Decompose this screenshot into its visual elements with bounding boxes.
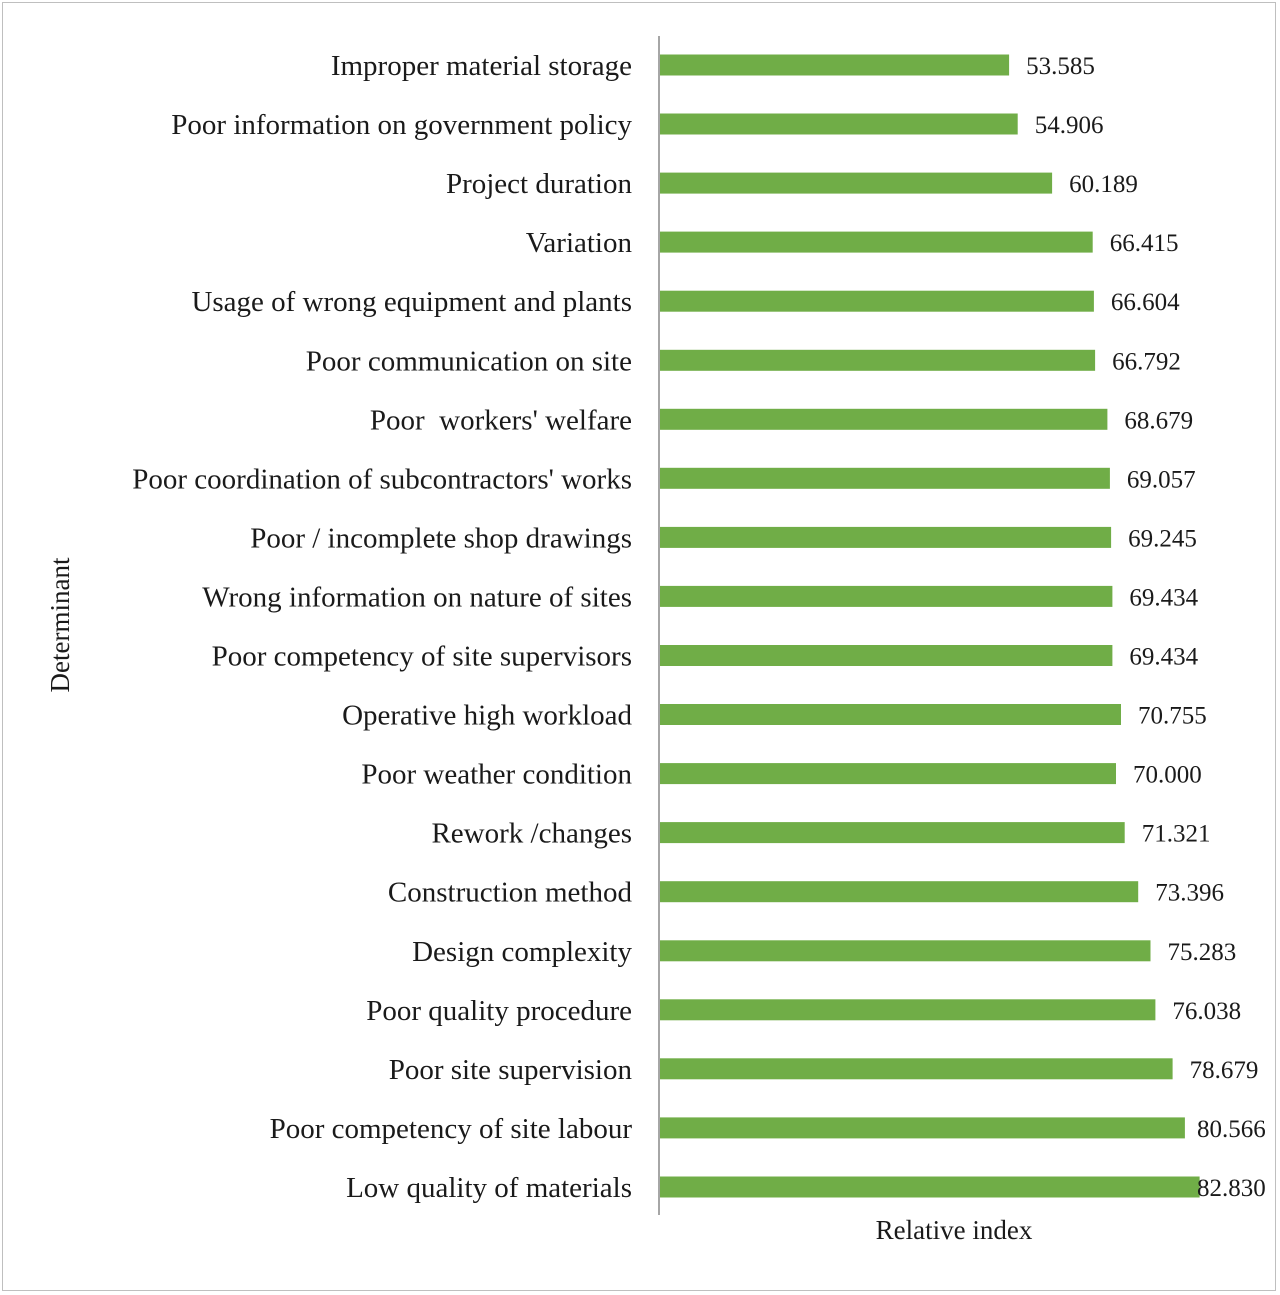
value-label: 66.415 [1110,230,1179,257]
bars-layer [660,54,1200,1198]
value-label: 60.189 [1069,171,1138,198]
category-label: Poor competency of site supervisors [212,641,632,673]
labels-layer: Improper material storage 53.585 Poor info… [132,50,1266,1204]
value-label: 69.434 [1129,644,1198,671]
bar [660,290,1094,312]
category-label: Poor coordination of subcontractors' wor… [132,463,632,495]
bar [660,999,1156,1021]
bar [660,1058,1173,1080]
bar [660,822,1125,844]
bar [660,1176,1200,1198]
category-label: Variation [526,227,633,259]
value-label: 73.396 [1155,880,1224,907]
bar [660,467,1110,489]
bar [660,940,1151,962]
value-label: 69.245 [1128,525,1197,552]
category-label: Design complexity [412,936,632,968]
category-label: Improper material storage [331,50,632,82]
category-label: Construction method [388,877,633,909]
category-label: Poor competency of site labour [270,1113,633,1145]
category-label: Usage of wrong equipment and plants [191,286,632,318]
bar [660,881,1139,903]
bar-chart: Improper material storage 53.585 Poor info… [45,36,1266,1245]
bar [660,172,1053,194]
bar [660,54,1010,76]
bar [660,704,1121,725]
bar [660,645,1113,666]
value-label: 75.283 [1168,939,1237,966]
value-label: 53.585 [1026,53,1095,80]
category-label: Low quality of materials [346,1172,632,1204]
value-label: 80.566 [1197,1116,1266,1143]
category-label: Poor weather condition [361,759,632,791]
bar [660,349,1096,371]
value-label: 66.604 [1111,289,1180,316]
value-label: 66.792 [1112,348,1181,375]
bar [660,526,1112,548]
bar [660,763,1116,785]
category-label: Poor information on government policy [171,109,632,141]
bar [660,231,1093,253]
value-label: 71.321 [1142,821,1211,848]
value-label: 70.000 [1133,762,1202,789]
value-label: 70.755 [1138,703,1207,730]
category-label: Poor site supervision [389,1054,633,1086]
category-label: Project duration [446,168,633,200]
value-label: 54.906 [1035,112,1104,139]
category-label: Poor / incomplete shop drawings [250,522,632,554]
value-label: 69.057 [1127,466,1196,493]
bar [660,408,1108,430]
category-label: Rework /changes [431,818,632,850]
category-label: Poor workers' welfare [370,404,632,436]
value-label: 78.679 [1190,1057,1259,1084]
category-label: Wrong information on nature of sites [202,581,632,613]
category-label: Poor quality procedure [366,995,632,1027]
category-label: Poor communication on site [306,345,632,377]
y-axis-title: Determinant [45,557,75,692]
category-label: Operative high workload [342,700,632,732]
bar [660,113,1018,135]
x-axis-title: Relative index [876,1215,1033,1245]
value-label: 68.679 [1124,407,1193,434]
value-label: 69.434 [1129,584,1198,611]
value-label: 76.038 [1172,998,1241,1025]
bar [660,585,1113,607]
bar [660,1117,1185,1139]
value-label: 82.830 [1197,1175,1266,1202]
